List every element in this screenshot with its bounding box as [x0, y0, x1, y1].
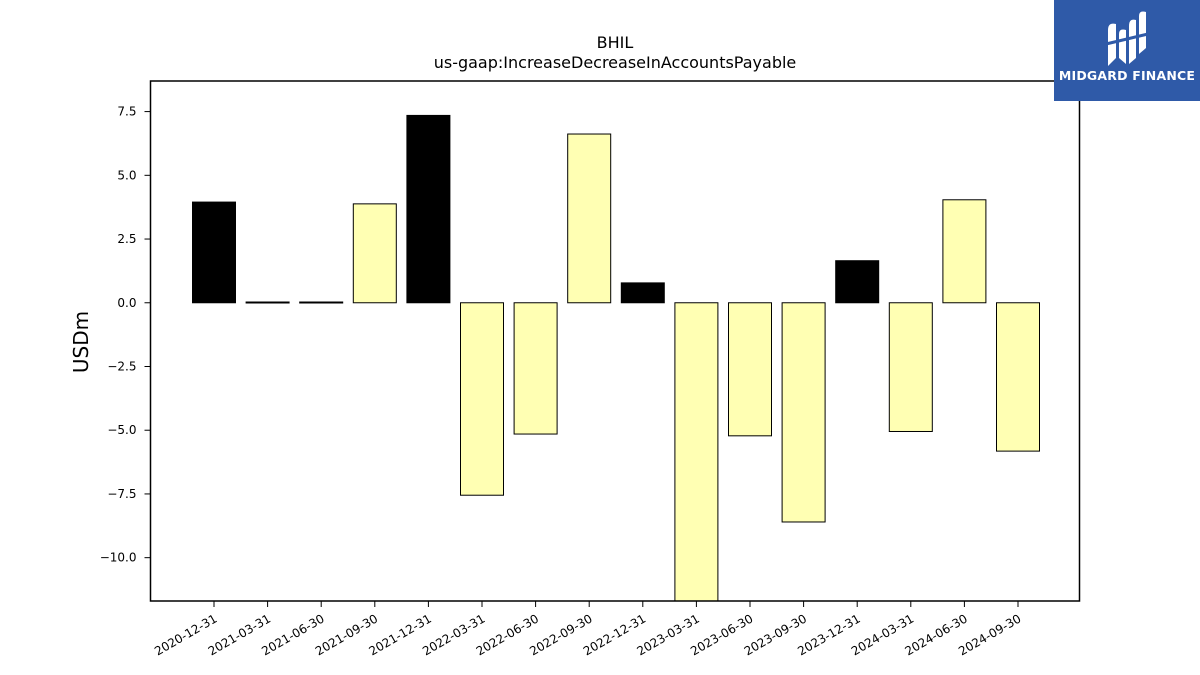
bar-2024-09-30	[996, 302, 1040, 452]
plot-frame	[149, 80, 1081, 602]
x-ticks-group: 2020-12-312021-03-312021-06-302021-09-30…	[152, 601, 1024, 658]
y-tick-label: −10.0	[100, 551, 137, 565]
chart-title: BHIL	[597, 33, 634, 52]
bar-2022-03-31	[460, 302, 504, 496]
bar-2024-06-30	[942, 199, 987, 304]
y-ticks-group: 7.5 5.0 2.5 0.0 −2.5 −5.0 −7.5 −10.0	[100, 105, 151, 565]
chart-subtitle: us-gaap:IncreaseDecreaseInAccountsPayabl…	[434, 53, 797, 72]
y-tick-label: 2.5	[117, 232, 136, 246]
y-tick-label: −5.0	[107, 423, 136, 437]
y-tick-label: −2.5	[107, 359, 136, 373]
bar-2023-06-30	[728, 302, 772, 437]
bar-2022-12-31	[620, 282, 665, 304]
midgard-finance-logo: MIDGARD FINANCE	[1054, 0, 1200, 101]
midgard-logo-icon	[1105, 11, 1149, 67]
y-tick-label: −7.5	[107, 487, 136, 501]
bar-2024-03-31	[888, 302, 933, 432]
bar-2023-03-31	[674, 302, 719, 602]
bars-group	[192, 114, 1040, 602]
bar-2023-12-31	[835, 260, 880, 304]
bar-2023-09-30	[781, 302, 826, 523]
bar-2022-06-30	[513, 302, 558, 435]
y-tick-label: 7.5	[117, 105, 136, 119]
bar-2020-12-31	[192, 201, 236, 304]
y-axis-label: USDm	[69, 311, 93, 373]
bar-2021-09-30	[352, 203, 397, 304]
y-tick-label: 0.0	[117, 296, 136, 310]
y-tick-label: 5.0	[117, 168, 136, 182]
bar-2021-06-30	[299, 301, 344, 304]
bar-2021-12-31	[406, 114, 451, 304]
logo-text: MIDGARD FINANCE	[1058, 68, 1196, 83]
bar-2022-09-30	[567, 133, 612, 304]
bar-2021-03-31	[245, 301, 290, 304]
